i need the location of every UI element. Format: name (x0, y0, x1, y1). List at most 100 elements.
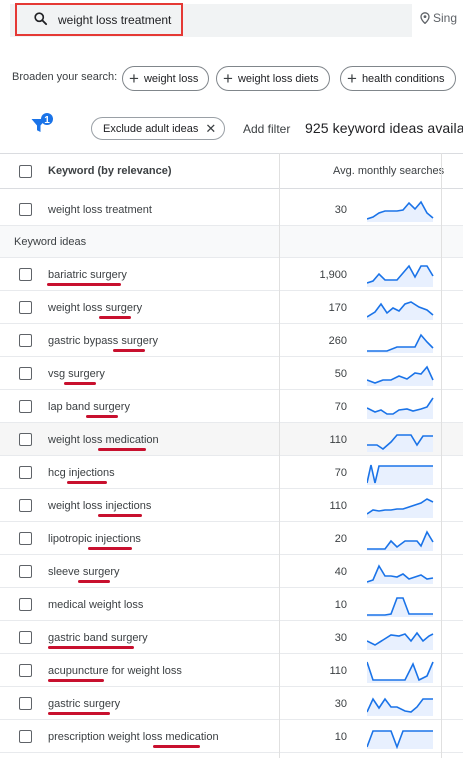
keyword-ideas-section: Keyword ideas (0, 226, 463, 258)
row-checkbox[interactable] (19, 268, 32, 281)
trend-sparkline (367, 730, 433, 749)
keyword-text: sleeve surgery (48, 566, 120, 578)
filter-bar: 1 Exclude adult ideas ✕ Add filter 925 k… (0, 112, 463, 142)
row-checkbox[interactable] (19, 565, 32, 578)
column-divider (441, 153, 442, 758)
filter-icon[interactable]: 1 (30, 113, 56, 140)
keyword-text: gastric bypass surgery (48, 335, 159, 347)
trend-sparkline (367, 597, 433, 617)
avg-searches-value: 110 (329, 434, 347, 446)
location-selector[interactable]: Sing (420, 11, 457, 25)
broaden-label: Broaden your search: (12, 71, 118, 83)
keyword-text: vsg surgery (48, 368, 105, 380)
search-query-text: weight loss treatment (58, 13, 172, 27)
avg-searches-value: 30 (334, 698, 347, 710)
keyword-text: lap band surgery (48, 401, 130, 413)
search-bar: weight loss treatment Sing (0, 0, 463, 42)
row-checkbox[interactable] (19, 466, 32, 479)
row-checkbox[interactable] (19, 697, 32, 710)
trend-sparkline (367, 200, 434, 222)
avg-searches-value: 30 (334, 204, 347, 216)
row-checkbox[interactable] (19, 203, 32, 216)
table-row: vsg surgery 50 (0, 357, 463, 390)
add-filter-button[interactable]: Add filter (243, 122, 291, 136)
keyword-text: weight loss medication (48, 434, 159, 446)
row-checkbox[interactable] (19, 598, 32, 611)
row-checkbox[interactable] (19, 664, 32, 677)
avg-searches-value: 30 (334, 632, 347, 644)
select-all-checkbox[interactable] (19, 165, 32, 178)
row-checkbox[interactable] (19, 301, 32, 314)
close-icon[interactable]: ✕ (205, 120, 217, 136)
trend-sparkline (367, 264, 434, 287)
broaden-chip-health-conditions[interactable]: + health conditions (340, 66, 456, 91)
annotation-underline (47, 283, 89, 286)
trend-sparkline (367, 661, 434, 683)
trend-sparkline (367, 434, 433, 452)
keyword-column-header[interactable]: Keyword (by relevance) (48, 165, 172, 177)
trend-sparkline (367, 365, 434, 386)
avg-searches-value: 1,900 (319, 269, 347, 281)
avg-searches-value: 70 (334, 467, 347, 479)
keyword-text: hcg injections (48, 467, 115, 479)
avg-searches-value: 110 (329, 500, 347, 512)
row-checkbox[interactable] (19, 433, 32, 446)
table-row: gastric band surgery 30 (0, 621, 463, 654)
exclude-adult-ideas-chip[interactable]: Exclude adult ideas ✕ (91, 117, 226, 140)
trend-sparkline (367, 397, 434, 419)
trend-sparkline (367, 530, 434, 551)
table-row: hcg injections 70 (0, 456, 463, 489)
table-row: lipotropic injections 20 (0, 522, 463, 555)
chip-label: health conditions (361, 72, 445, 85)
annotation-underline (153, 745, 200, 748)
keyword-text: lipotropic injections (48, 533, 141, 545)
row-checkbox[interactable] (19, 334, 32, 347)
table-row: bariatric surgery 1,900 (0, 258, 463, 291)
row-checkbox[interactable] (19, 499, 32, 512)
annotation-underline (67, 481, 107, 484)
row-checkbox[interactable] (19, 631, 32, 644)
table-row: gastric surgery 30 (0, 687, 463, 720)
row-checkbox[interactable] (19, 400, 32, 413)
table-row: medical weight loss 10 (0, 588, 463, 621)
avg-searches-value: 170 (328, 302, 347, 314)
trend-sparkline (367, 464, 433, 485)
keyword-text: weight loss surgery (48, 302, 143, 314)
row-checkbox[interactable] (19, 367, 32, 380)
keyword-text: gastric surgery (48, 698, 121, 710)
avg-monthly-searches-header[interactable]: Avg. monthly searches (333, 165, 445, 177)
annotation-underline (64, 382, 96, 385)
keyword-text: weight loss treatment (48, 204, 152, 216)
plus-icon: + (347, 69, 357, 88)
keyword-text: bariatric surgery (48, 269, 127, 281)
row-checkbox[interactable] (19, 532, 32, 545)
annotation-underline (86, 415, 118, 418)
table-header: Keyword (by relevance) Avg. monthly sear… (0, 153, 463, 189)
keyword-text: prescription weight loss medication (48, 731, 219, 743)
avg-searches-value: 20 (334, 533, 347, 545)
annotation-underline (85, 283, 121, 286)
annotation-underline (88, 547, 132, 550)
trend-sparkline (367, 697, 433, 716)
keyword-text: medical weight loss (48, 599, 144, 611)
filter-count-badge: 1 (44, 115, 50, 126)
keyword-text: weight loss injections (48, 500, 152, 512)
table-row: gastric bypass surgery 260 (0, 324, 463, 357)
avg-searches-value: 40 (334, 566, 347, 578)
broaden-chip-weight-loss-diets[interactable]: + weight loss diets (216, 66, 330, 91)
location-pin-icon (420, 12, 430, 25)
broaden-chip-weight-loss[interactable]: + weight loss (122, 66, 210, 91)
annotation-underline (78, 580, 110, 583)
avg-searches-value: 50 (334, 368, 347, 380)
table-row: sleeve surgery 40 (0, 555, 463, 588)
plus-icon: + (129, 69, 139, 88)
table-row: weight loss medication 110 (0, 423, 463, 456)
annotation-underline (98, 448, 146, 451)
table-row: prescription weight loss medication 10 (0, 720, 463, 753)
keyword-search-input[interactable]: weight loss treatment (15, 3, 183, 36)
annotation-underline (48, 646, 134, 649)
row-checkbox[interactable] (19, 730, 32, 743)
table-row: acupuncture for weight loss 110 (0, 654, 463, 687)
avg-searches-value: 10 (334, 731, 347, 743)
chip-label: Exclude adult ideas (103, 122, 199, 135)
